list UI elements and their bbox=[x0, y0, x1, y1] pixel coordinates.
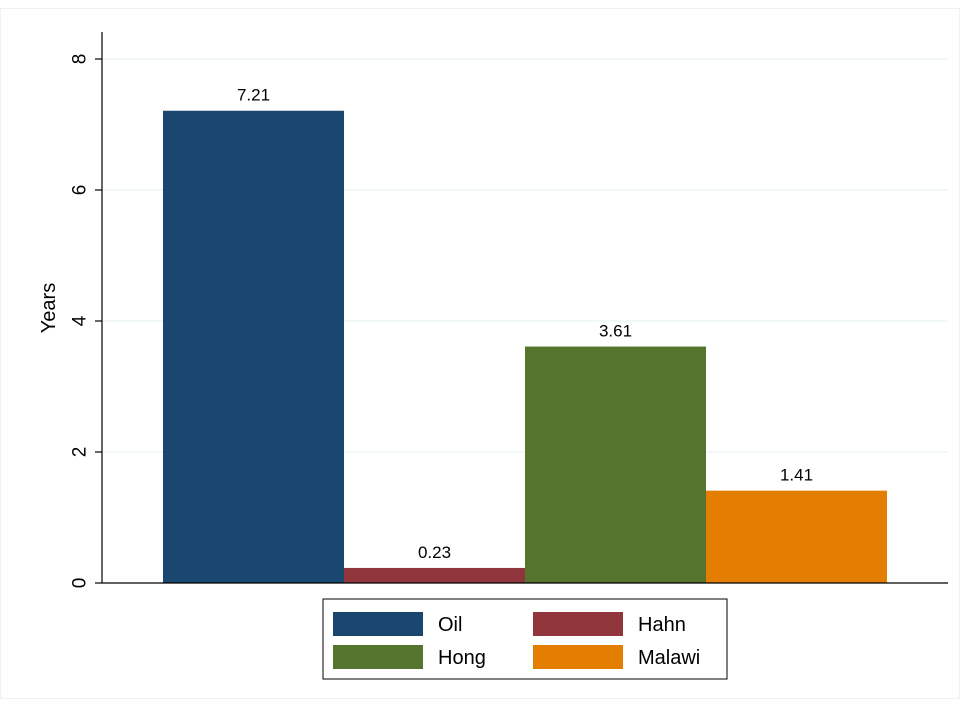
y-tick-label: 2 bbox=[70, 447, 91, 458]
bar-malawi bbox=[706, 490, 887, 583]
legend-label-malawi: Malawi bbox=[638, 647, 700, 669]
axes bbox=[101, 32, 948, 584]
legend-label-hong: Hong bbox=[438, 647, 486, 669]
data-label-hong: 3.61 bbox=[599, 322, 632, 341]
legend-label-oil: Oil bbox=[438, 614, 462, 636]
y-axis-title: Years bbox=[38, 283, 60, 333]
chart-border bbox=[0, 8, 960, 699]
y-tick-label: 0 bbox=[70, 578, 91, 589]
y-tick-label: 4 bbox=[70, 315, 91, 326]
data-label-hahn: 0.23 bbox=[418, 543, 451, 562]
bar-hong bbox=[525, 346, 706, 583]
legend-label-hahn: Hahn bbox=[638, 614, 686, 636]
data-label-malawi: 1.41 bbox=[780, 466, 813, 485]
data-label-oil: 7.21 bbox=[237, 86, 270, 105]
y-tick-label: 8 bbox=[70, 54, 91, 65]
bar-hahn bbox=[344, 567, 525, 583]
legend-items: Oil Hahn Hong Malawi bbox=[333, 612, 700, 669]
y-ticks: 0 2 4 6 8 bbox=[70, 54, 102, 589]
legend-swatch-oil bbox=[333, 612, 423, 636]
legend: Oil Hahn Hong Malawi bbox=[322, 598, 728, 680]
legend-swatch-malawi bbox=[533, 645, 623, 669]
bars bbox=[163, 110, 887, 584]
data-labels: 7.21 0.23 3.61 1.41 bbox=[237, 86, 813, 562]
legend-swatch-hahn bbox=[533, 612, 623, 636]
legend-swatch-hong bbox=[333, 645, 423, 669]
y-tick-label: 6 bbox=[70, 185, 91, 196]
bar-oil bbox=[163, 110, 344, 584]
